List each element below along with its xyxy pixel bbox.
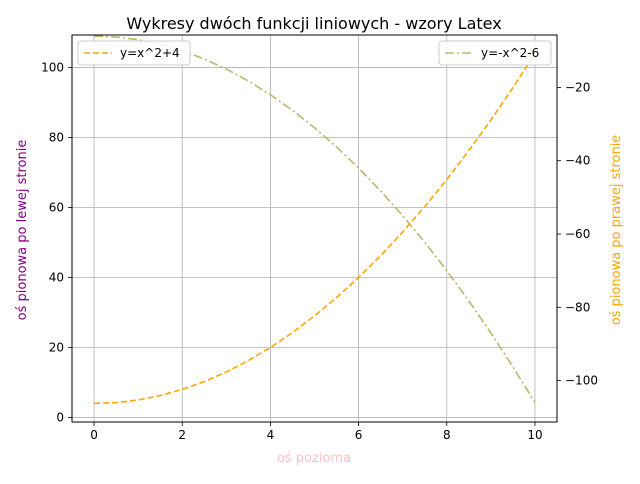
y-axis-left-label: oś pionowa po lewej stronie bbox=[15, 140, 30, 321]
x-tick-label: 4 bbox=[267, 428, 275, 442]
y-left-tick-label: 20 bbox=[49, 340, 64, 354]
legend-label: y=x^2+4 bbox=[120, 46, 180, 60]
legend-label: y=-x^2-6 bbox=[481, 46, 539, 60]
y-left-tick-label: 100 bbox=[41, 61, 64, 75]
y-right-tick-label: −40 bbox=[565, 154, 590, 168]
y-right-tick-label: −80 bbox=[565, 300, 590, 314]
x-tick-label: 6 bbox=[355, 428, 363, 442]
y-axis-right-label: oś pionowa po prawej stronie bbox=[609, 135, 624, 326]
y-right-tick-label: −100 bbox=[565, 374, 598, 388]
y-left-tick-label: 0 bbox=[56, 410, 64, 424]
series-layer bbox=[94, 35, 536, 405]
x-tick-label: 0 bbox=[90, 428, 98, 442]
chart-title: Wykresy dwóch funkcji liniowych - wzory … bbox=[126, 14, 501, 33]
series-line-1 bbox=[94, 53, 536, 405]
plot-frame bbox=[71, 34, 558, 423]
y-left-tick-label: 80 bbox=[49, 131, 64, 145]
legend-right: y=-x^2-6 bbox=[438, 40, 552, 66]
x-tick-label: 2 bbox=[178, 428, 186, 442]
x-tick-label: 8 bbox=[443, 428, 451, 442]
legend-box bbox=[77, 40, 191, 66]
legend-box bbox=[438, 40, 552, 66]
legend-left: y=x^2+4 bbox=[77, 40, 191, 66]
y-left-tick-label: 40 bbox=[49, 270, 64, 284]
x-tick-label: 10 bbox=[527, 428, 542, 442]
y-right-tick-label: −20 bbox=[565, 80, 590, 94]
y-left-tick-label: 60 bbox=[49, 201, 64, 215]
y-right-tick-label: −60 bbox=[565, 227, 590, 241]
grid-layer bbox=[72, 35, 557, 422]
x-axis-label: oś pozioma bbox=[277, 451, 351, 466]
